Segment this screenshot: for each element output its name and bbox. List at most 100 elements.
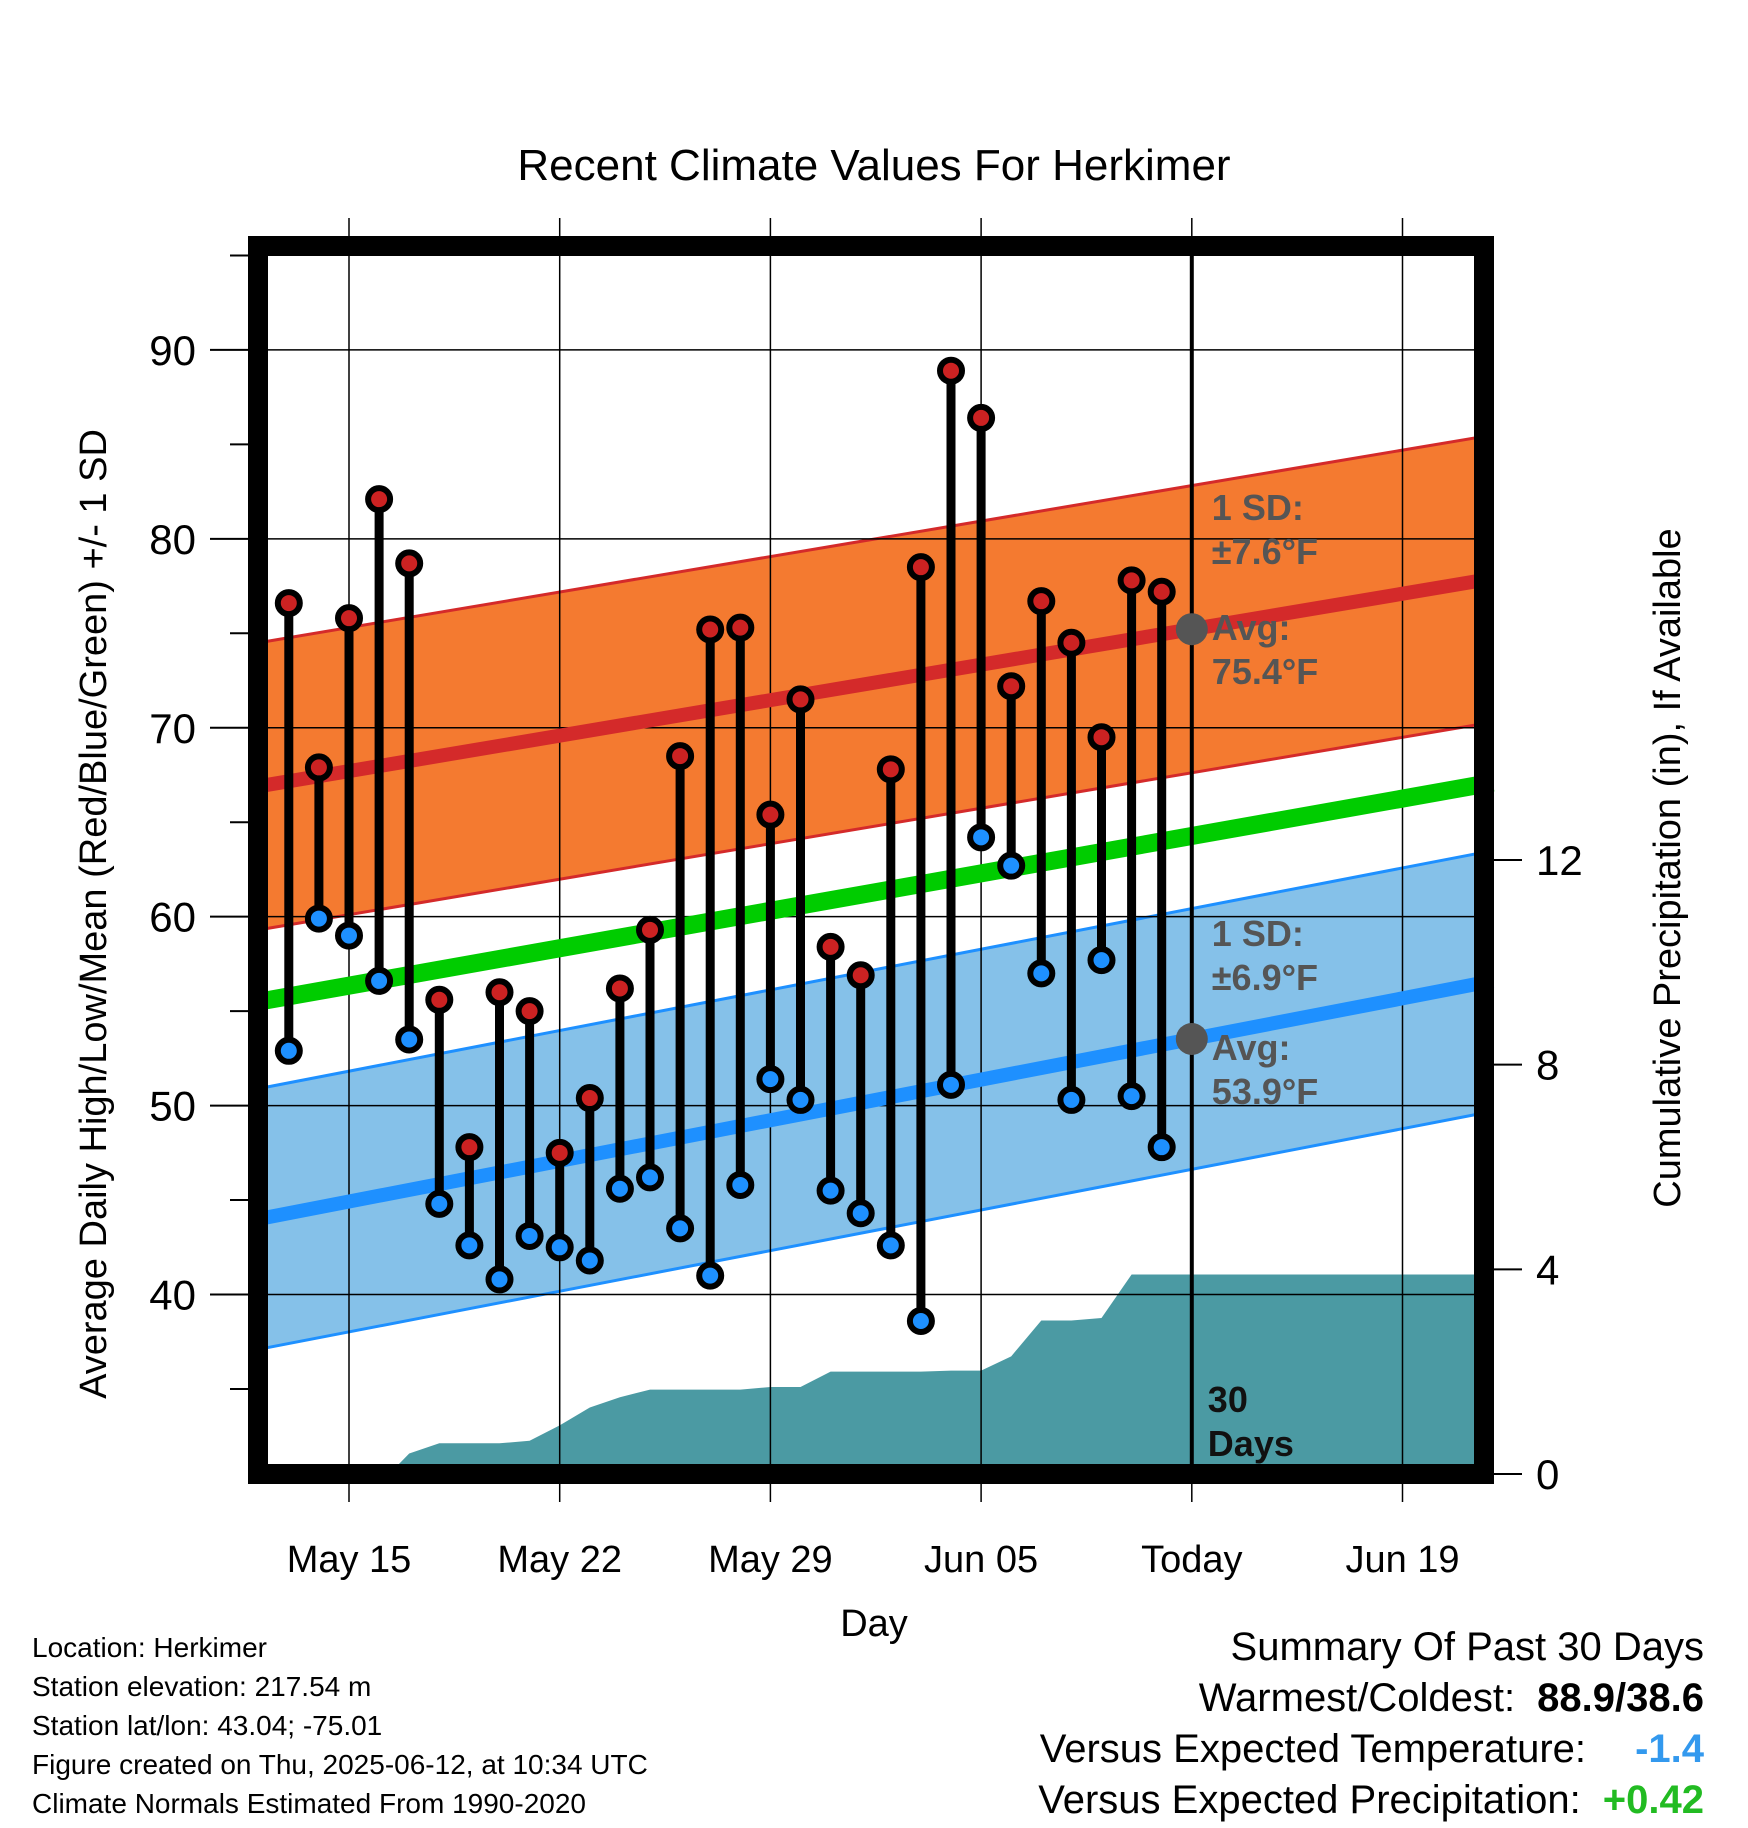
low-temp-point bbox=[515, 1221, 544, 1250]
low-temp-point bbox=[485, 1265, 514, 1294]
temp-value: -1.4 bbox=[1635, 1727, 1704, 1771]
low-temp-point bbox=[274, 1036, 303, 1065]
low-sd-label: 1 SD: bbox=[1212, 913, 1304, 954]
low-temp-point bbox=[1147, 1133, 1176, 1162]
warm-cold-separator: / bbox=[1615, 1676, 1627, 1720]
high-temp-point bbox=[605, 974, 634, 1003]
warm-cold-label: Warmest/Coldest: bbox=[1198, 1676, 1516, 1720]
daily-dots bbox=[274, 356, 1176, 1335]
high-avg-value: 75.4°F bbox=[1212, 651, 1318, 692]
high-temp-point bbox=[1027, 587, 1056, 616]
plot-frame bbox=[248, 236, 1494, 1484]
warmest-value: 88.9 bbox=[1537, 1676, 1616, 1720]
axis-ticks: May 15 May 22 May 29 Jun 05 Today Jun 1940506… bbox=[149, 218, 1583, 1581]
station-info: Location: Herkimer Station elevation: 21… bbox=[32, 1628, 648, 1823]
precipitation-area bbox=[389, 1274, 1493, 1474]
high-temp-point bbox=[485, 978, 514, 1007]
low-avg-label: Avg: bbox=[1212, 1027, 1291, 1068]
normal-mean-line bbox=[257, 773, 1495, 1011]
y-left-tick-label: 40 bbox=[149, 1272, 196, 1319]
y-left-tick-label: 80 bbox=[149, 516, 196, 563]
x-tick-label: Jun 05 bbox=[924, 1539, 1038, 1581]
low-temp-point bbox=[304, 904, 333, 933]
low-temp-point bbox=[756, 1065, 785, 1094]
low-sd-value: ±6.9°F bbox=[1212, 957, 1318, 998]
high-temp-point bbox=[515, 997, 544, 1026]
high-temp-point bbox=[726, 613, 755, 642]
low-avg-marker bbox=[1175, 1022, 1208, 1055]
y-axis-right-label: Cumulative Precipitation (in), If Availa… bbox=[1647, 528, 1689, 1207]
low-temp-point bbox=[1117, 1082, 1146, 1111]
high-temp-point bbox=[636, 915, 664, 944]
low-temp-point bbox=[906, 1306, 935, 1335]
high-sd-value: ±7.6°F bbox=[1212, 531, 1318, 572]
low-temp-point bbox=[967, 823, 996, 852]
low-temp-point bbox=[846, 1199, 875, 1228]
high-temp-point bbox=[455, 1133, 484, 1162]
high-temp-point bbox=[575, 1084, 604, 1113]
high-temp-point bbox=[696, 615, 725, 644]
y-axis-left-label: Average Daily High/Low/Mean (Red/Blue/Gr… bbox=[73, 429, 115, 1399]
summary-temp: Versus Expected Temperature: -1.4 bbox=[1038, 1724, 1704, 1775]
low-temp-point bbox=[1087, 946, 1116, 975]
chart-title: Recent Climate Values For Herkimer bbox=[517, 141, 1230, 190]
x-tick-label: May 29 bbox=[708, 1539, 833, 1581]
low-temp-point bbox=[365, 966, 394, 995]
high-temp-point bbox=[1147, 577, 1176, 606]
y-left-tick-label: 50 bbox=[149, 1083, 196, 1130]
high-avg-label: Avg: bbox=[1212, 607, 1291, 648]
low-temp-point bbox=[696, 1261, 725, 1290]
y-right-tick-label: 8 bbox=[1536, 1042, 1559, 1089]
low-temp-point bbox=[605, 1174, 634, 1203]
high-temp-point bbox=[937, 356, 965, 385]
low-temp-point bbox=[395, 1025, 424, 1054]
high-temp-point bbox=[365, 485, 394, 514]
high-sd-band-lower-edge bbox=[258, 720, 1494, 932]
y-right-tick-label: 12 bbox=[1536, 837, 1583, 884]
high-temp-point bbox=[876, 755, 905, 784]
low-temp-point bbox=[1057, 1085, 1086, 1114]
low-temp-point bbox=[335, 921, 363, 950]
high-temp-point bbox=[906, 553, 935, 582]
low-temp-point bbox=[937, 1070, 965, 1099]
x-tick-label: May 15 bbox=[287, 1539, 412, 1581]
low-temp-point bbox=[666, 1214, 695, 1243]
low-temp-point bbox=[636, 1163, 664, 1192]
high-temp-point bbox=[1087, 723, 1116, 752]
info-normals: Climate Normals Estimated From 1990-2020 bbox=[32, 1788, 586, 1819]
summary-heading: Summary Of Past 30 Days bbox=[1230, 1625, 1704, 1669]
plot-border bbox=[248, 236, 1494, 1484]
high-temp-point bbox=[666, 742, 695, 771]
y-right-tick-label: 0 bbox=[1536, 1451, 1559, 1498]
x-tick-label: May 22 bbox=[497, 1539, 622, 1581]
high-temp-point bbox=[1057, 628, 1086, 657]
high-temp-point bbox=[545, 1138, 574, 1167]
days-word-label: Days bbox=[1208, 1423, 1294, 1464]
coldest-value: 38.6 bbox=[1626, 1676, 1704, 1720]
summary-precip: Versus Expected Precipitation: +0.42 bbox=[1038, 1775, 1704, 1826]
high-temp-point bbox=[1117, 566, 1146, 595]
low-sd-band-upper-edge bbox=[258, 849, 1494, 1091]
info-elevation: Station elevation: 217.54 m bbox=[32, 1671, 372, 1702]
low-temp-point bbox=[1027, 959, 1056, 988]
high-avg-marker bbox=[1175, 613, 1208, 646]
info-latlon: Station lat/lon: 43.04; -75.01 bbox=[32, 1710, 383, 1741]
normal-lines bbox=[257, 571, 1495, 1226]
x-tick-label: Jun 19 bbox=[1345, 1539, 1459, 1581]
low-temp-point bbox=[575, 1246, 604, 1275]
normal-low-line bbox=[257, 974, 1495, 1226]
summary-panel: Summary Of Past 30 Days Warmest/Coldest:… bbox=[1038, 1622, 1704, 1826]
high-temp-point bbox=[274, 589, 303, 618]
daily-range-stems bbox=[284, 370, 1167, 1321]
low-temp-point bbox=[726, 1170, 755, 1199]
days-count-label: 30 bbox=[1208, 1379, 1248, 1420]
info-location: Location: Herkimer bbox=[32, 1632, 267, 1663]
low-avg-value: 53.9°F bbox=[1212, 1071, 1318, 1112]
low-temp-point bbox=[545, 1233, 574, 1262]
y-left-tick-label: 90 bbox=[149, 327, 196, 374]
y-right-tick-label: 4 bbox=[1536, 1246, 1559, 1293]
high-temp-point bbox=[425, 985, 454, 1014]
low-temp-point bbox=[816, 1176, 845, 1205]
temp-label: Versus Expected Temperature: bbox=[1039, 1727, 1586, 1771]
